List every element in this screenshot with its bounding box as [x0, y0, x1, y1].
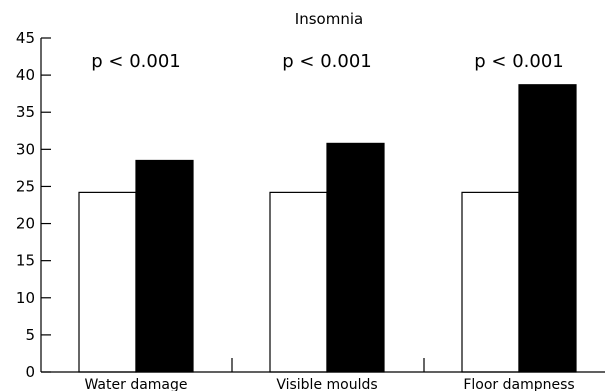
y-tick-label: 10 — [16, 289, 35, 307]
bar-filled-0 — [135, 159, 194, 373]
x-category-label: Floor dampness — [463, 377, 574, 391]
x-category-label: Visible moulds — [276, 377, 377, 391]
category-labels: Water damage Visible moulds Floor dampness — [84, 377, 574, 391]
y-tick-label: 25 — [16, 177, 35, 195]
y-tick-label: 30 — [16, 140, 35, 158]
y-tick-label: 15 — [16, 252, 35, 270]
y-tick-label: 20 — [16, 215, 35, 233]
y-tick-label: 45 — [16, 29, 35, 47]
p-value-annotation: p < 0.001 — [282, 51, 371, 72]
annotations: p < 0.001 p < 0.001 p < 0.001 — [91, 51, 563, 72]
x-axis — [41, 358, 605, 373]
bar-open-2 — [461, 191, 520, 373]
y-tick-label: 0 — [25, 363, 35, 381]
y-tick-label: 40 — [16, 66, 35, 84]
bar-open-1 — [269, 191, 328, 373]
y-axis: 0 5 10 15 20 25 30 35 40 45 — [16, 29, 51, 381]
bar-open-0 — [78, 191, 137, 373]
p-value-annotation: p < 0.001 — [91, 51, 180, 72]
bar-filled-1 — [326, 142, 385, 373]
y-tick-label: 35 — [16, 103, 35, 121]
bars — [78, 84, 577, 373]
y-tick-label: 5 — [25, 326, 35, 344]
x-category-label: Water damage — [84, 377, 187, 391]
chart-title: Insomnia — [295, 10, 363, 28]
bar-filled-2 — [518, 84, 577, 373]
p-value-annotation: p < 0.001 — [474, 51, 563, 72]
